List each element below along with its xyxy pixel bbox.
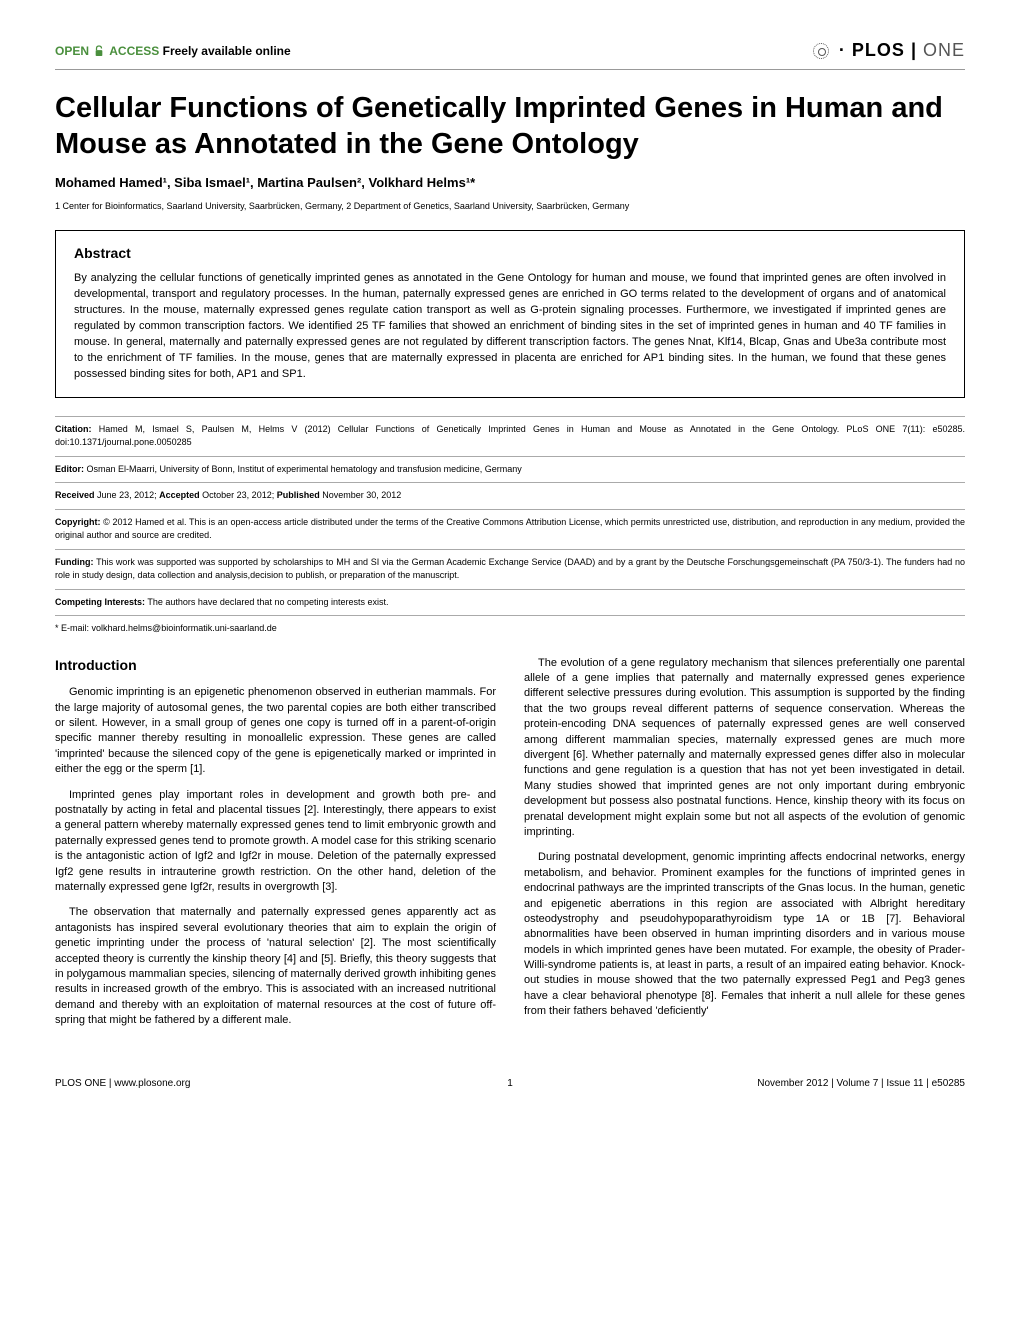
header-bar: OPEN ACCESS Freely available online · PL… — [55, 40, 965, 70]
affiliations: 1 Center for Bioinformatics, Saarland Un… — [55, 200, 965, 213]
abstract-heading: Abstract — [74, 245, 946, 261]
received-text: June 23, 2012; — [97, 490, 157, 500]
left-column: Introduction Genomic imprinting is an ep… — [55, 656, 496, 1039]
accepted-text: October 23, 2012; — [202, 490, 274, 500]
footer-right: November 2012 | Volume 7 | Issue 11 | e5… — [757, 1078, 965, 1089]
page-footer: PLOS ONE | www.plosone.org 1 November 20… — [55, 1078, 965, 1089]
copyright-text: © 2012 Hamed et al. This is an open-acce… — [55, 517, 965, 541]
citation-label: Citation: — [55, 424, 92, 434]
copyright-label: Copyright: — [55, 517, 101, 527]
editor-text: Osman El-Maarri, University of Bonn, Ins… — [87, 464, 522, 474]
abstract-text: By analyzing the cellular functions of g… — [74, 271, 946, 383]
authors-line: Mohamed Hamed¹, Siba Ismael¹, Martina Pa… — [55, 175, 965, 190]
abstract-box: Abstract By analyzing the cellular funct… — [55, 230, 965, 398]
received-label: Received — [55, 490, 95, 500]
plos-text: PLOS — [852, 40, 905, 60]
tagline-text: Freely available online — [163, 44, 291, 58]
logo-ring-icon — [813, 43, 829, 59]
competing-label: Competing Interests: — [55, 597, 145, 607]
copyright-meta: Copyright: © 2012 Hamed et al. This is a… — [55, 516, 965, 543]
competing-text: The authors have declared that no compet… — [147, 597, 388, 607]
divider — [55, 509, 965, 510]
dates-meta: Received June 23, 2012; Accepted October… — [55, 489, 965, 503]
one-text: ONE — [923, 40, 965, 60]
funding-text: This work was supported was supported by… — [55, 557, 965, 581]
divider — [55, 456, 965, 457]
intro-paragraph-4: The evolution of a gene regulatory mecha… — [524, 656, 965, 841]
right-column: The evolution of a gene regulatory mecha… — [524, 656, 965, 1039]
open-text: OPEN — [55, 44, 89, 58]
competing-interests-meta: Competing Interests: The authors have de… — [55, 596, 965, 610]
divider — [55, 589, 965, 590]
divider — [55, 416, 965, 417]
footer-page-number: 1 — [507, 1078, 513, 1089]
logo-separator: | — [911, 40, 923, 60]
editor-meta: Editor: Osman El-Maarri, University of B… — [55, 463, 965, 477]
intro-paragraph-3: The observation that maternally and pate… — [55, 905, 496, 1028]
divider — [55, 615, 965, 616]
open-access-badge: OPEN ACCESS Freely available online — [55, 44, 291, 58]
access-text: ACCESS — [109, 44, 159, 58]
accepted-label: Accepted — [159, 490, 200, 500]
funding-meta: Funding: This work was supported was sup… — [55, 556, 965, 583]
published-label: Published — [277, 490, 320, 500]
footer-left: PLOS ONE | www.plosone.org — [55, 1078, 190, 1089]
funding-label: Funding: — [55, 557, 93, 567]
editor-label: Editor: — [55, 464, 84, 474]
divider — [55, 549, 965, 550]
body-columns: Introduction Genomic imprinting is an ep… — [55, 656, 965, 1039]
published-text: November 30, 2012 — [322, 490, 401, 500]
article-title: Cellular Functions of Genetically Imprin… — [55, 90, 965, 163]
logo-dot-icon: · — [839, 40, 846, 60]
email-meta: * E-mail: volkhard.helms@bioinformatik.u… — [55, 622, 965, 636]
intro-paragraph-1: Genomic imprinting is an epigenetic phen… — [55, 685, 496, 777]
divider — [55, 482, 965, 483]
journal-logo: · PLOS | ONE — [813, 40, 965, 61]
unlock-icon — [94, 45, 104, 57]
citation-text: Hamed M, Ismael S, Paulsen M, Helms V (2… — [55, 424, 965, 448]
introduction-heading: Introduction — [55, 656, 496, 676]
intro-paragraph-5: During postnatal development, genomic im… — [524, 850, 965, 1019]
email-text: volkhard.helms@bioinformatik.uni-saarlan… — [92, 623, 277, 633]
email-label: * E-mail: — [55, 623, 89, 633]
intro-paragraph-2: Imprinted genes play important roles in … — [55, 788, 496, 896]
citation-meta: Citation: Hamed M, Ismael S, Paulsen M, … — [55, 423, 965, 450]
